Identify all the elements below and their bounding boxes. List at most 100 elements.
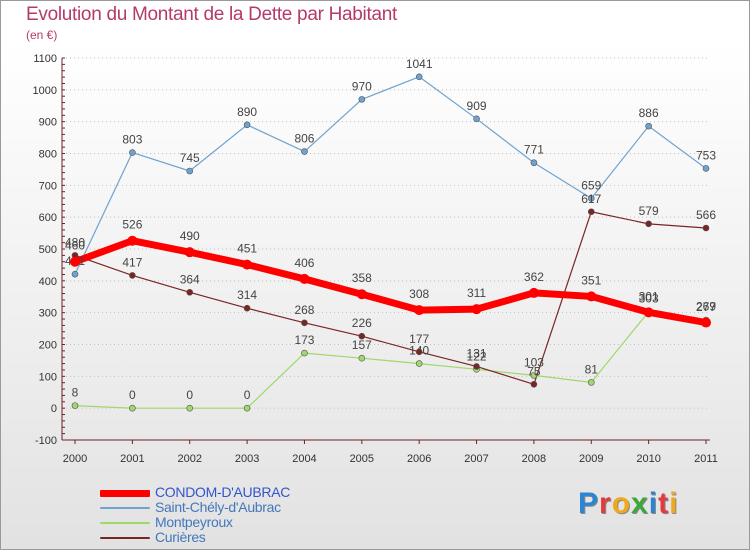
y-tick-label: 500 <box>39 244 57 256</box>
x-tick-label: 2000 <box>63 453 87 465</box>
data-point <box>643 307 654 318</box>
y-tick-label: 600 <box>39 212 57 224</box>
legend-label: CONDOM-D'AUBRAC <box>155 484 291 500</box>
data-point <box>471 304 482 315</box>
data-label: 970 <box>352 79 372 93</box>
data-point <box>243 304 251 312</box>
data-point <box>70 256 80 267</box>
data-label: 659 <box>581 178 601 192</box>
legend-label: Montpeyroux <box>155 514 233 530</box>
data-point <box>301 349 308 357</box>
data-label: 753 <box>696 148 716 162</box>
data-label: 268 <box>294 303 314 317</box>
data-point <box>129 272 136 279</box>
y-tick-label: 1000 <box>33 85 57 97</box>
data-label: 351 <box>581 273 601 287</box>
data-point <box>186 167 194 175</box>
data-point <box>587 379 595 386</box>
data-point <box>186 288 194 296</box>
x-tick-label: 2003 <box>235 453 259 465</box>
data-label: 311 <box>467 286 486 300</box>
data-point <box>71 402 79 409</box>
data-label: 803 <box>122 133 142 147</box>
data-point <box>414 305 425 316</box>
data-point <box>586 291 597 302</box>
data-label: 131 <box>467 346 487 360</box>
y-tick-label: 300 <box>39 308 57 320</box>
series-line <box>74 211 707 385</box>
series-line <box>74 311 707 409</box>
x-tick-label: 2011 <box>694 453 718 465</box>
data-label: 269 <box>696 300 716 314</box>
data-label: 75 <box>527 364 541 378</box>
data-point <box>242 259 253 270</box>
data-label: 451 <box>237 242 257 256</box>
data-label: 8 <box>72 386 79 400</box>
legend-swatch <box>100 489 150 497</box>
logo-letter: o <box>611 487 632 520</box>
data-point <box>184 247 195 258</box>
logo-letter: r <box>599 487 612 520</box>
data-point <box>299 273 310 284</box>
data-label: 406 <box>294 256 314 270</box>
data-label: 490 <box>180 229 200 243</box>
data-point <box>530 159 538 167</box>
data-label: 890 <box>237 105 257 119</box>
data-point <box>129 404 136 412</box>
x-tick-label: 2006 <box>407 453 431 465</box>
logo-letter: i <box>648 487 659 520</box>
data-label: 617 <box>581 192 601 206</box>
data-point <box>587 208 595 216</box>
x-tick-label: 2010 <box>636 453 660 465</box>
series-line <box>74 76 707 275</box>
data-label: 103 <box>524 355 544 369</box>
data-point <box>645 220 652 228</box>
data-label: 806 <box>294 132 314 146</box>
data-point <box>702 165 710 172</box>
proxiti-logo: Proxiti <box>578 487 678 521</box>
x-tick-label: 2001 <box>120 453 144 465</box>
data-point <box>528 287 539 298</box>
legend-label: Curières <box>155 529 206 545</box>
data-label: 157 <box>352 338 372 352</box>
y-tick-label: 200 <box>39 340 57 352</box>
data-label: 81 <box>585 362 599 376</box>
data-label: 0 <box>186 388 193 402</box>
data-point <box>243 121 251 129</box>
x-tick-label: 2007 <box>464 453 488 465</box>
data-label: 308 <box>409 287 429 301</box>
logo-letter: P <box>578 487 600 520</box>
x-tick-label: 2005 <box>350 453 374 465</box>
data-label: 417 <box>122 255 142 269</box>
data-point <box>415 360 423 367</box>
data-point <box>473 115 480 123</box>
data-point <box>530 372 538 379</box>
logo-letter: t <box>658 487 670 520</box>
data-point <box>71 270 79 278</box>
data-label: 480 <box>65 235 85 249</box>
y-tick-label: 800 <box>39 149 57 161</box>
data-label: 745 <box>180 151 200 165</box>
data-point <box>473 363 480 370</box>
data-point <box>358 96 366 103</box>
data-label: 460 <box>65 239 85 253</box>
data-label: 314 <box>237 288 257 302</box>
data-point <box>701 317 711 328</box>
legend-swatch <box>100 507 150 509</box>
y-tick-label: 700 <box>39 180 57 192</box>
data-label: 303 <box>639 292 659 306</box>
data-label: 122 <box>467 349 487 363</box>
x-tick-label: 2008 <box>522 453 546 465</box>
data-label: 362 <box>524 270 544 284</box>
data-point <box>127 235 138 246</box>
data-label: 358 <box>352 271 372 285</box>
y-tick-label: 900 <box>39 117 57 129</box>
data-point <box>415 348 423 356</box>
data-label: 277 <box>696 300 716 314</box>
data-label: 0 <box>129 388 136 402</box>
legend-label: Saint-Chély-d'Aubrac <box>155 499 281 515</box>
chart-title: Evolution du Montant de la Dette par Hab… <box>26 4 397 25</box>
x-tick-label: 2002 <box>177 453 201 465</box>
